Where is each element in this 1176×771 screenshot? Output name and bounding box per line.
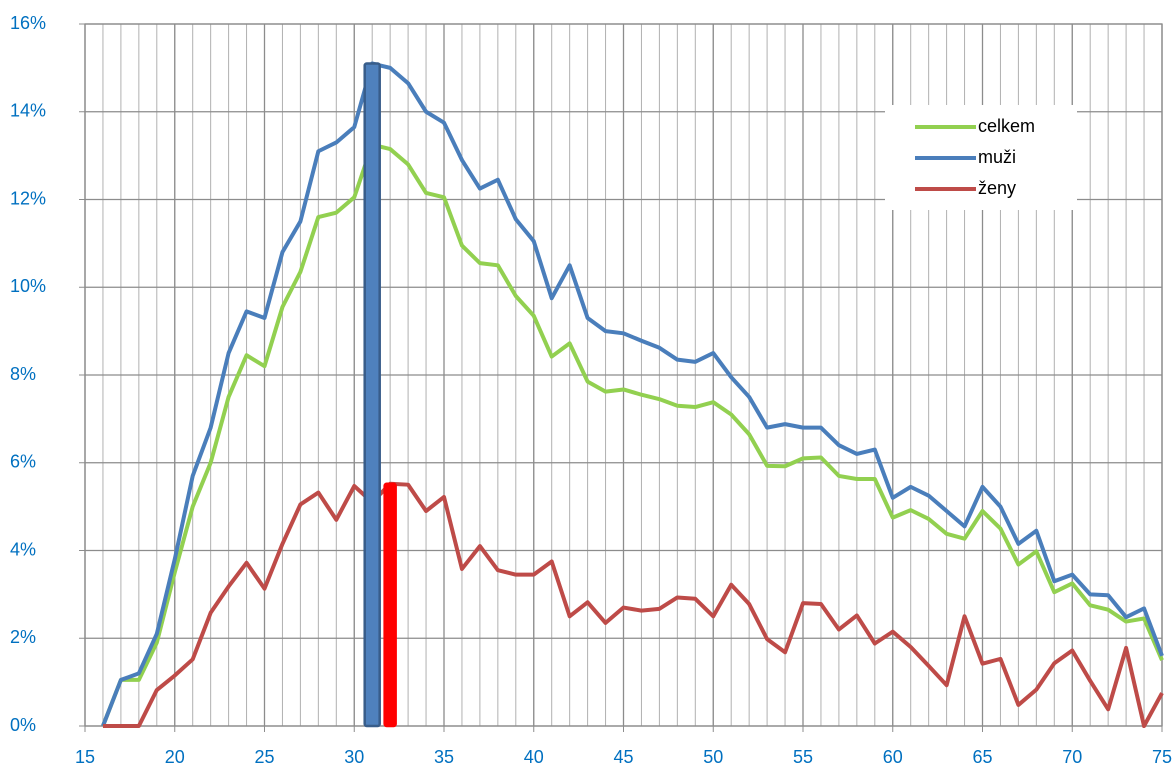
x-tick-label: 70: [1062, 747, 1082, 767]
y-tick-label: 6%: [10, 452, 36, 472]
legend-label: ženy: [978, 178, 1016, 198]
x-tick-label: 40: [524, 747, 544, 767]
series-line: [102, 481, 1164, 728]
x-tick-label: 35: [434, 747, 454, 767]
x-tick-label: 45: [613, 747, 633, 767]
x-tick-label: 55: [793, 747, 813, 767]
x-tick-label: 65: [972, 747, 992, 767]
y-tick-label: 14%: [10, 101, 46, 121]
x-tick-label: 30: [344, 747, 364, 767]
x-tick-label: 50: [703, 747, 723, 767]
highlight-bar: [383, 482, 397, 728]
highlight-bar: [363, 62, 381, 728]
series-line: [101, 61, 1164, 727]
x-tick-label: 25: [254, 747, 274, 767]
y-tick-label: 0%: [10, 715, 36, 735]
x-tick-label: 60: [883, 747, 903, 767]
x-tick-label: 20: [165, 747, 185, 767]
y-tick-label: 12%: [10, 188, 46, 208]
y-tick-label: 16%: [10, 13, 46, 33]
series-line: [101, 142, 1164, 727]
x-tick-label: 15: [75, 747, 95, 767]
y-tick-label: 8%: [10, 364, 36, 384]
x-tick-label: 75: [1152, 747, 1172, 767]
y-tick-label: 2%: [10, 627, 36, 647]
plot-border: [84, 23, 1163, 727]
y-tick-label: 4%: [10, 539, 36, 559]
legend-label: muži: [978, 147, 1016, 167]
legend-label: celkem: [978, 116, 1035, 136]
y-tick-label: 10%: [10, 276, 46, 296]
